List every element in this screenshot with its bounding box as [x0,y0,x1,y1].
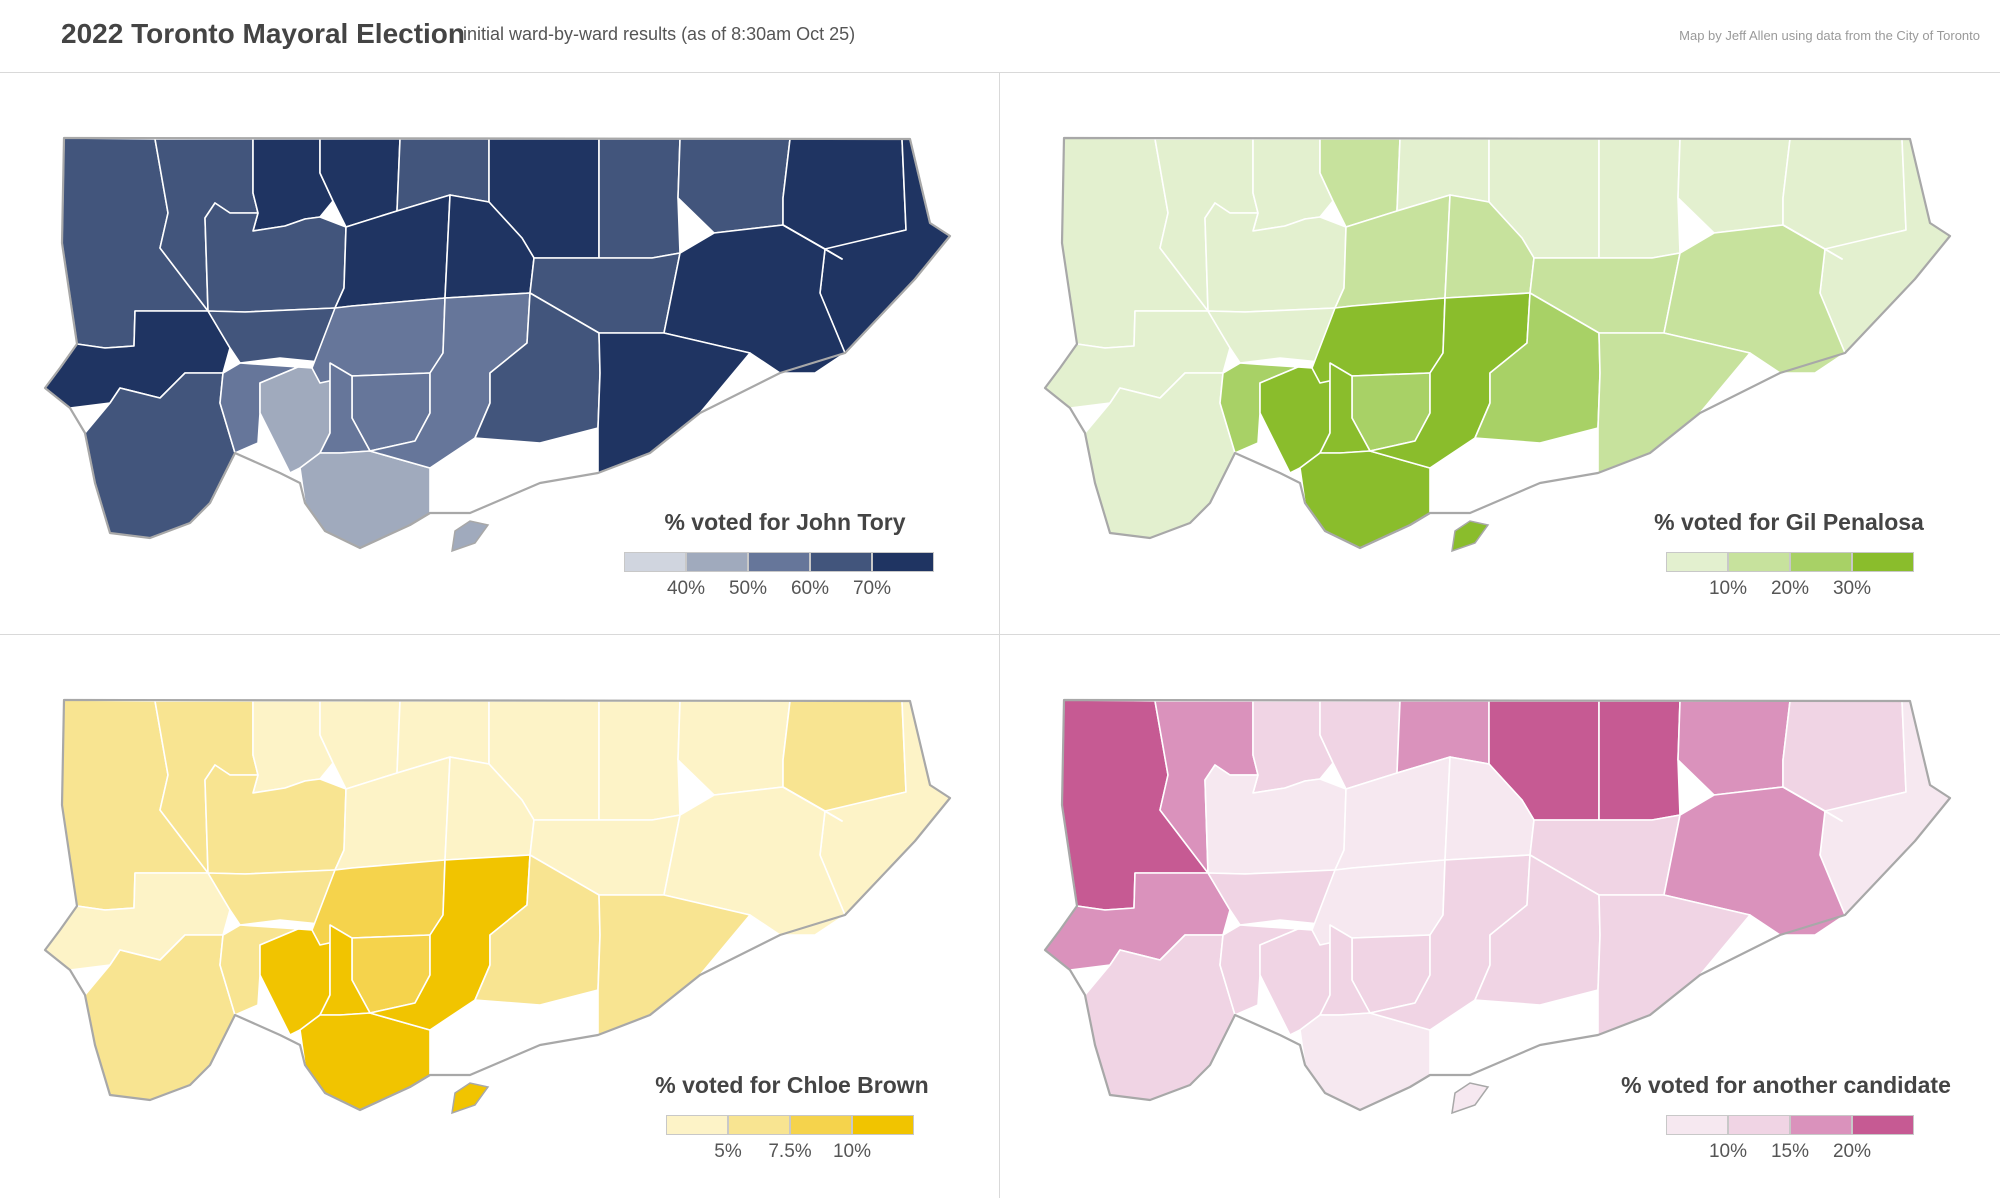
legend-tick-label: 70% [852,578,892,599]
wards-group [44,137,951,549]
legend-tick-label: 30% [1832,578,1872,599]
legend-swatch [1852,552,1914,572]
legend-title: % voted for Chloe Brown [655,1072,929,1098]
ward-8 [1677,700,1791,796]
ward-25 [1299,1012,1431,1111]
legend-title: % voted for another candidate [1621,1072,1951,1098]
city-outline [43,136,952,550]
ward-28 [597,332,751,474]
legend-swatch [748,552,810,572]
wards-group [1044,137,1951,549]
legend-title: % voted for John Tory [664,509,906,535]
page-title: 2022 Toronto Mayoral Election [61,18,466,49]
legend-tick-label: 10% [1708,1141,1748,1162]
city-outline [1043,698,1952,1112]
legend-tick-label: 20% [1770,578,1810,599]
toronto-islands [1451,1082,1490,1115]
map-panel-penalosa: % voted for Gil Penalosa 10% 20% 30% [1000,73,2000,634]
row-divider [0,634,2000,635]
ward-8 [1677,138,1791,234]
ward-28 [597,894,751,1036]
ward-7 [598,700,681,821]
ward-18 [207,307,336,364]
legend-swatch [1728,552,1790,572]
toronto-islands [451,1082,490,1115]
legend-swatch [1666,1115,1728,1135]
legend-tick-label: 15% [1770,1141,1810,1162]
ward-16 [1782,786,1843,822]
ward-8 [677,700,791,796]
legend-swatch [1852,1115,1914,1135]
wards-group [1044,699,1951,1111]
ward-7 [1598,700,1681,821]
legend-swatch [1790,552,1852,572]
legend-swatch [624,552,686,572]
legend-swatch [872,552,934,572]
legend-tick-label: 60% [790,578,830,599]
toronto-islands [451,520,490,553]
ward-28 [1597,332,1751,474]
ward-7 [1598,138,1681,259]
city-outline [1043,136,1952,550]
legend-tick-label: 10% [832,1141,872,1162]
ward-25 [299,1012,431,1111]
city-outline [43,698,952,1112]
legend-swatch [790,1115,852,1135]
legend-bar [624,552,934,572]
map-panel-brown: % voted for Chloe Brown 5% 7.5% 10% [0,635,999,1198]
legend-tick-label: 10% [1708,578,1748,599]
legend-swatch [686,552,748,572]
ward-16 [782,224,843,260]
toronto-islands [1451,520,1490,553]
legend-swatch [666,1115,728,1135]
legend-swatch [1728,1115,1790,1135]
legend-bar [1666,1115,1914,1135]
ward-18 [207,869,336,926]
ward-map-tory [43,136,952,553]
legend-bar [666,1115,914,1135]
legend-tick-label: 40% [666,578,706,599]
ward-16 [1782,224,1843,260]
ward-7 [598,138,681,259]
map-credit: Map by Jeff Allen using data from the Ci… [1679,28,1980,43]
legend-bar [1666,552,1914,572]
legend-swatch [810,552,872,572]
wards-group [44,699,951,1111]
legend-tick-label: 50% [728,578,768,599]
page-subtitle: initial ward-by-ward results (as of 8:30… [463,24,856,44]
column-divider [999,73,1000,1198]
legend-swatch [728,1115,790,1135]
ward-28 [1597,894,1751,1036]
legend-tick-label: 5% [714,1141,742,1162]
header: 2022 Toronto Mayoral Election initial wa… [0,0,2000,72]
ward-map-other [1043,698,1952,1115]
legend-tick-label: 20% [1832,1141,1872,1162]
ward-8 [677,138,791,234]
legend-title: % voted for Gil Penalosa [1654,509,1924,535]
map-panel-tory: % voted for John Tory 40% 50% 60% 70% [0,73,999,634]
legend-swatch [852,1115,914,1135]
ward-18 [1207,869,1336,926]
map-panel-other: % voted for another candidate 10% 15% 20% [1000,635,2000,1198]
ward-25 [299,450,431,549]
legend-swatch [1666,552,1728,572]
ward-18 [1207,307,1336,364]
ward-16 [782,786,843,822]
header-divider [0,72,2000,73]
ward-25 [1299,450,1431,549]
ward-map-penalosa [1043,136,1952,553]
legend-tick-label: 7.5% [768,1141,812,1162]
legend-swatch [1790,1115,1852,1135]
ward-map-brown [43,698,952,1115]
